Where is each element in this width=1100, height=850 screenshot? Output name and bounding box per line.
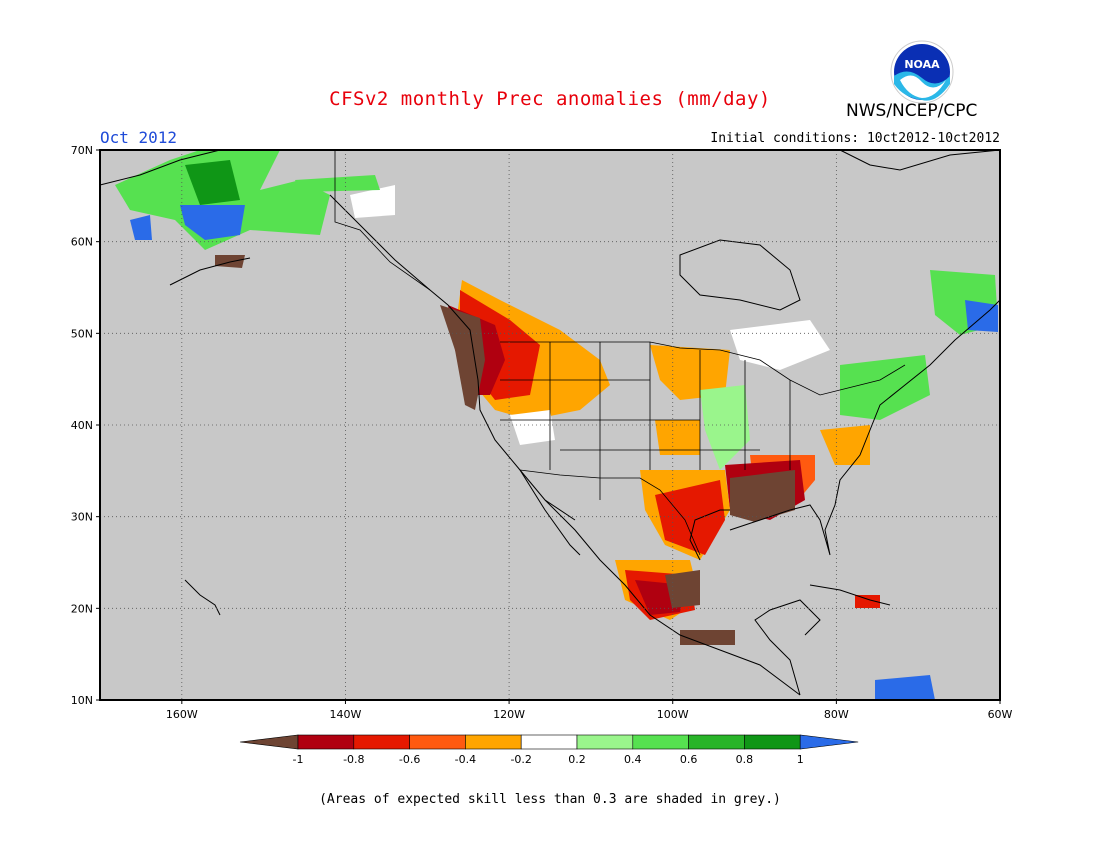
colorbar-label: -0.2 <box>510 753 531 766</box>
colorbar-labels: -1 -0.8 -0.6 -0.4 -0.2 0.2 0.4 0.6 0.8 1 <box>293 753 804 766</box>
colorbar-label: 0.6 <box>680 753 698 766</box>
latitude-tick-label: 30N <box>71 511 93 524</box>
alaska-canada-border <box>334 150 431 291</box>
colorbar-box <box>353 734 410 750</box>
latitude-tick-label: 70N <box>71 144 93 157</box>
colorbar-label: 0.2 <box>568 753 586 766</box>
longitude-labels: 160W 140W 120W 100W 80W 60W <box>166 708 1013 721</box>
latitude-tick-label: 50N <box>71 327 93 340</box>
colorbar-label: 0.8 <box>736 753 754 766</box>
longitude-tick-label: 80W <box>824 708 849 721</box>
us-mexico-border <box>519 469 701 556</box>
latitude-tick-label: 20N <box>71 602 93 615</box>
colorbar-left-arrow <box>239 734 299 750</box>
colorbar-box <box>576 734 634 750</box>
greenland-edge <box>839 149 1001 171</box>
longitude-tick-label: 100W <box>657 708 689 721</box>
colorbar-box <box>297 734 355 750</box>
alaska-blue-small <box>130 215 152 240</box>
nevada-white-region <box>510 410 555 445</box>
political-borders <box>334 150 906 556</box>
initial-conditions-label: Initial conditions: 10ct2012-10ct2012 <box>710 131 1000 146</box>
northeast-green-region <box>840 355 930 420</box>
tick-marks <box>96 149 1001 704</box>
agency-label: NWS/NCEP/CPC <box>846 101 978 121</box>
colorbar-box <box>632 734 689 750</box>
longitude-tick-label: 120W <box>493 708 525 721</box>
caribbean-blue <box>875 675 935 700</box>
central-america-brown <box>680 630 735 645</box>
colorbar-label: 1 <box>797 753 804 766</box>
longitude-tick-label: 140W <box>330 708 362 721</box>
colorbar-label: -0.6 <box>399 753 420 766</box>
colorbar-box <box>688 734 745 750</box>
colorbar <box>239 734 859 750</box>
yukon-white <box>350 185 395 218</box>
alaska-blue-region <box>180 205 245 240</box>
cuba <box>809 584 891 606</box>
colorbar-box <box>409 734 466 750</box>
southeast-brown-region <box>730 470 795 522</box>
footnote: (Areas of expected skill less than 0.3 a… <box>319 792 781 807</box>
noaa-logo: NOAA <box>890 40 954 104</box>
mexico-brown-region <box>665 570 700 608</box>
colorbar-box <box>744 734 801 750</box>
colorbar-label: -1 <box>293 753 304 766</box>
latitude-tick-label: 40N <box>71 419 93 432</box>
yukon-green <box>295 175 380 192</box>
colorbar-label: 0.4 <box>624 753 642 766</box>
canada-us-border <box>500 341 906 396</box>
latitude-tick-label: 60N <box>71 236 93 249</box>
longitude-tick-label: 160W <box>166 708 198 721</box>
longitude-tick-label: 60W <box>988 708 1013 721</box>
cuba-red <box>855 595 880 608</box>
forecast-month-label: Oct 2012 <box>100 128 178 147</box>
map-title: CFSv2 monthly Prec anomalies (mm/day) <box>329 88 771 110</box>
colorbar-box <box>520 734 578 750</box>
alaska-dark-green-region <box>185 160 240 205</box>
colorbar-right-arrow <box>799 734 859 750</box>
latitude-labels: 70N 60N 50N 40N 30N 20N 10N <box>71 144 93 707</box>
alaska-peninsula <box>169 257 251 286</box>
baja-california <box>519 469 581 556</box>
lakes-white-region <box>730 320 830 370</box>
pnw-brown-region <box>440 305 485 410</box>
hudson-bay <box>679 239 801 311</box>
plains-orange-region <box>650 345 730 400</box>
kansas-orange-region <box>655 420 700 455</box>
colorbar-label: -0.8 <box>343 753 364 766</box>
hawaii <box>184 579 221 616</box>
noaa-logo-text: NOAA <box>904 58 940 71</box>
midatlantic-orange <box>820 425 870 465</box>
midwest-green-region <box>700 385 750 470</box>
colorbar-label: -0.4 <box>455 753 476 766</box>
gulf-coast <box>689 509 730 561</box>
latitude-tick-label: 10N <box>71 694 93 707</box>
colorbar-box <box>465 734 522 750</box>
state-lines <box>500 342 791 500</box>
